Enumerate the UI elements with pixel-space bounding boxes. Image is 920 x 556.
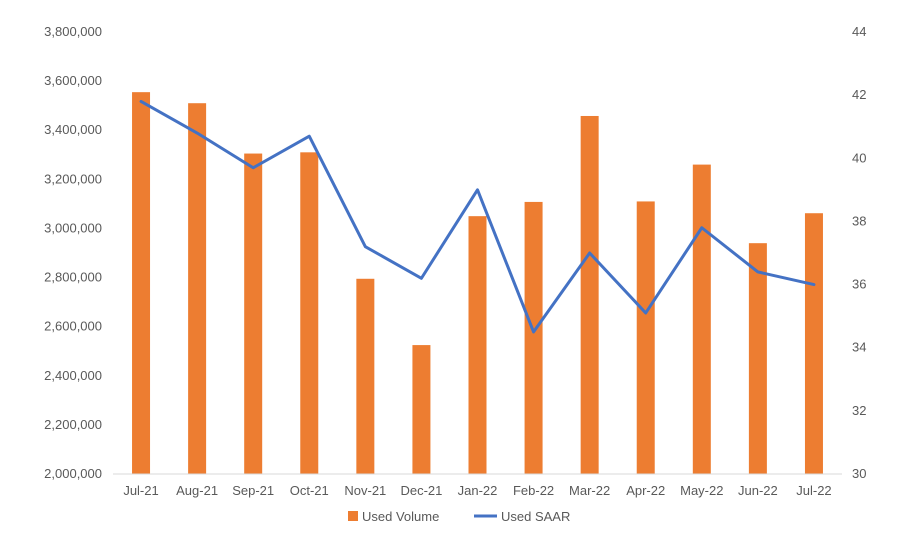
bar-sep-21 [244,153,263,475]
bar-dec-21 [412,345,431,474]
x-axis-tick-label: Feb-22 [513,483,554,498]
right-axis-tick-label: 30 [852,466,866,481]
right-axis-tick-label: 34 [852,340,866,355]
legend-label-used-saar: Used SAAR [501,509,570,524]
bar-series [132,92,823,475]
x-axis-tick-label: Mar-22 [569,483,610,498]
x-axis-ticks: Jul-21 Aug-21 Sep-21 Oct-21 Nov-21 Dec-21 Jan-… [123,483,831,498]
x-axis-tick-label: Jun-22 [738,483,778,498]
bar-feb-22 [524,201,543,474]
line-series [139,99,816,334]
right-axis-tick-label: 40 [852,150,866,165]
bar-may-22 [692,164,711,474]
bar-aug-21 [188,103,207,474]
right-axis-ticks: 30 32 34 36 38 40 42 44 [852,24,866,481]
bar-jul-21 [132,92,151,475]
left-axis-tick-label: 3,800,000 [44,24,102,39]
right-axis-tick-label: 38 [852,213,866,228]
x-axis-tick-label: Jul-22 [796,483,831,498]
bar-mar-22 [580,115,599,474]
bar-oct-21 [300,152,319,475]
right-axis-tick-label: 32 [852,403,866,418]
bar-jul-22 [804,213,823,474]
left-axis-tick-label: 3,600,000 [44,73,102,88]
left-axis-tick-label: 3,400,000 [44,122,102,137]
left-axis-ticks: 2,000,000 2,200,000 2,400,000 2,600,000 2,80… [44,24,102,481]
x-axis-tick-label: Aug-21 [176,483,218,498]
left-axis-tick-label: 2,600,000 [44,319,102,334]
legend-label-used-volume: Used Volume [362,509,439,524]
left-axis-tick-label: 2,400,000 [44,368,102,383]
x-axis-tick-label: May-22 [680,483,723,498]
bar-jan-22 [468,216,487,474]
left-axis-tick-label: 3,200,000 [44,171,102,186]
used-saar-line [139,99,816,334]
x-axis-tick-label: Dec-21 [400,483,442,498]
x-axis-tick-label: Apr-22 [626,483,665,498]
x-axis-tick-label: Nov-21 [344,483,386,498]
left-axis-tick-label: 2,800,000 [44,270,102,285]
left-axis-tick-label: 2,200,000 [44,417,102,432]
bar-jun-22 [748,243,767,474]
legend: Used Volume Used SAAR [348,509,570,524]
x-axis-tick-label: Oct-21 [290,483,329,498]
left-axis-tick-label: 2,000,000 [44,466,102,481]
right-axis-tick-label: 44 [852,24,866,39]
bar-nov-21 [356,278,375,474]
bar-apr-22 [636,201,655,474]
right-axis-tick-label: 36 [852,277,866,292]
left-axis-tick-label: 3,000,000 [44,220,102,235]
x-axis-tick-label: Jul-21 [123,483,158,498]
right-axis-tick-label: 42 [852,87,866,102]
legend-swatch-used-volume [348,511,358,521]
x-axis-tick-label: Jan-22 [458,483,498,498]
x-axis-tick-label: Sep-21 [232,483,274,498]
